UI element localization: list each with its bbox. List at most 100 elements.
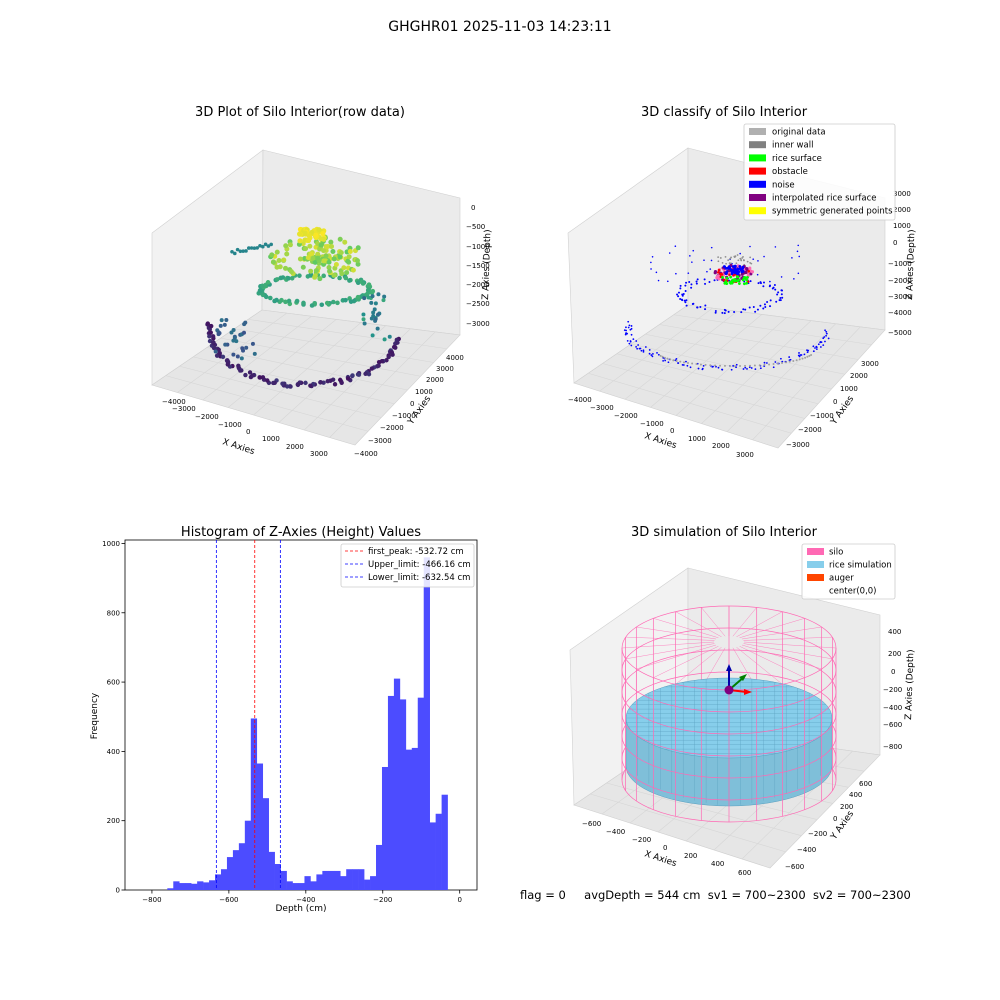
p2-point-167 [775,300,778,303]
p1-point-34 [345,376,351,381]
panel2-grid [588,307,872,441]
hist-ytick-4: 800 [107,609,120,617]
p2-point-186 [721,311,724,314]
p2-point-469 [723,281,727,285]
p2-legend-swatch-1 [749,141,766,149]
p2-point-253 [691,261,693,263]
p1-point-22 [369,366,375,371]
p2-point-456 [730,281,734,285]
p2-point-171 [762,307,765,310]
auger-y-arrowhead [739,674,747,681]
hist-bar-20 [286,881,293,890]
p2-point-2 [823,336,826,338]
p4-xtick-3: 0 [663,844,667,852]
p2-point-58 [721,368,723,371]
p1-point-53 [295,382,301,388]
p2-point-219 [696,278,699,281]
p1-point-87 [220,354,226,360]
p1-point-157 [331,299,336,305]
p2-point-96 [639,347,642,350]
p2-point-453 [729,275,733,279]
panel2-x-ticks: −4000 −3000 −2000 −1000 0 1000 2000 3000 [568,396,754,459]
p1-point-404 [313,232,319,238]
p1-point-261 [287,242,293,248]
p2-point-151 [683,361,686,364]
p2-point-0 [824,329,826,332]
p4-xtick-6: 600 [738,869,751,877]
p2-point-419 [722,265,726,268]
p2-point-100 [635,340,638,342]
p1-point-441 [247,246,251,250]
hist-bar-30 [346,869,353,890]
hist-bar-38 [393,678,401,890]
p1-point-176 [268,295,273,301]
p2-point-195 [692,302,695,305]
p1-point-224 [360,281,366,286]
panel-histogram: Histogram of Z-Axies (Height) Values −80… [90,525,478,914]
p2-point-406 [736,267,740,271]
p1-xtick-3: −1000 [218,421,242,429]
p1-point-29 [356,372,362,377]
p1-point-352 [315,251,321,257]
p1-point-161 [319,302,325,308]
p2-point-260 [749,245,751,248]
p2-point-398 [720,273,724,276]
p2-point-264 [793,278,795,280]
p2-point-206 [677,291,680,294]
p2-point-182 [727,310,730,313]
p1-point-386 [316,227,322,233]
p1-ytick-3: −1000 [392,412,416,420]
p1-xtick-5: 1000 [262,435,280,443]
p2-point-313 [729,257,732,260]
p2-point-439 [734,271,738,275]
p1-point-98 [210,340,216,345]
p2-ytick-3: 0 [833,398,837,406]
p1-point-400 [318,236,324,242]
p2-point-190 [699,306,702,309]
p1-ztick-3: −1500 [466,262,490,270]
p2-point-309 [742,259,745,261]
p2-point-150 [686,361,689,364]
p2-point-209 [684,290,687,293]
p2-point-104 [626,339,629,342]
p2-point-123 [804,356,807,359]
p1-point-137 [232,335,237,340]
silo-roof-line-16 [675,611,722,638]
p2-point-120 [810,353,813,356]
p1-point-448 [266,244,271,248]
p2-point-295 [725,262,728,265]
p2-point-296 [733,256,736,258]
p2-point-23 [803,353,806,356]
hist-xtick-1: −600 [219,896,238,904]
hist-bar-31 [352,869,359,890]
p1-point-304 [312,259,318,265]
p1-point-136 [241,330,246,335]
p2-point-201 [679,298,682,301]
hist-legend-label-0: first_peak: -532.72 cm [368,547,464,557]
p1-point-421 [370,333,375,338]
p2-point-367 [717,277,721,281]
p1-point-332 [309,251,315,257]
p2-point-32 [789,358,792,361]
p2-point-49 [744,366,747,369]
p2-ztick-0: −5000 [888,329,912,337]
p4-legend-swatch-1 [807,561,824,568]
p2-point-214 [685,281,688,284]
p2-point-113 [630,325,633,327]
p1-xtick-0: −4000 [162,398,186,406]
p1-point-73 [243,372,248,378]
hist-xtick-2: −400 [296,896,315,904]
panel1-y-ticks: −4000 −3000 −2000 −1000 0 1000 2000 3000… [354,354,464,458]
p4-ztick-6: 400 [888,628,901,636]
p2-point-9 [819,341,822,344]
p1-xlabel: X Axies [221,437,256,457]
p2-point-243 [769,284,772,287]
hist-bar-41 [411,747,419,890]
p1-point-78 [236,363,241,368]
p2-point-145 [709,364,712,367]
p2-ztick-7: 2000 [893,206,911,214]
p1-point-26 [363,371,368,376]
p2-point-79 [664,359,667,362]
p1-point-294 [355,245,361,251]
p1-point-48 [308,383,313,388]
